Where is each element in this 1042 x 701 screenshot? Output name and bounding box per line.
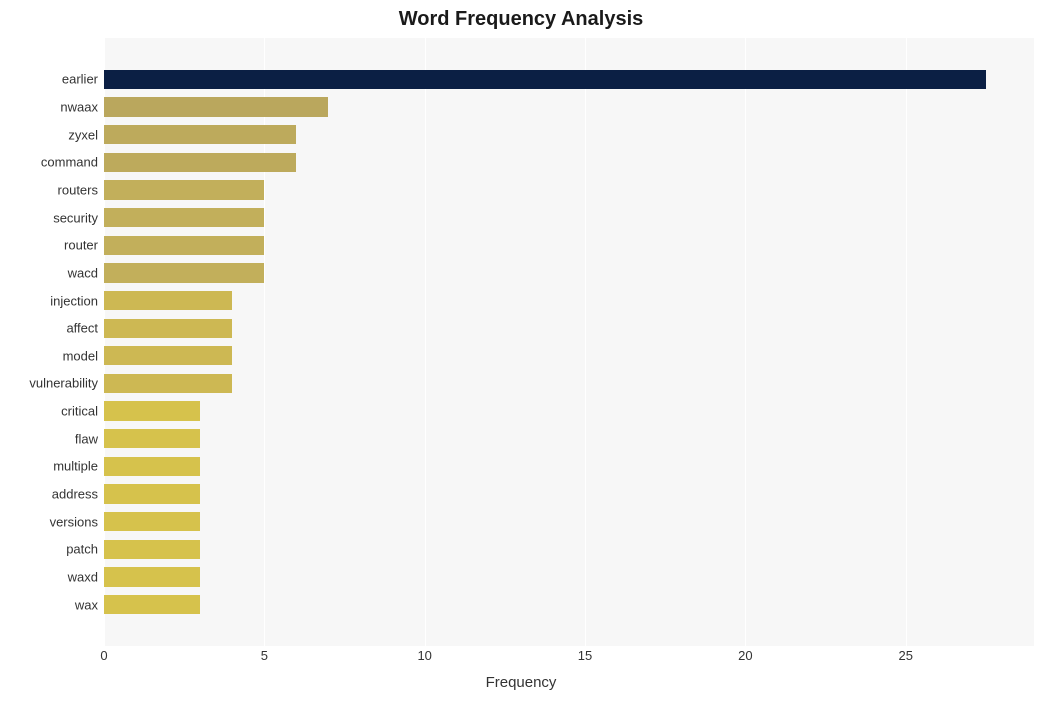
bar [104, 263, 264, 282]
x-tick-label: 0 [100, 648, 107, 663]
bar [104, 319, 232, 338]
gridline [906, 38, 907, 646]
bar [104, 97, 328, 116]
y-tick-label: multiple [53, 459, 98, 474]
bar [104, 457, 200, 476]
bar [104, 153, 296, 172]
y-tick-label: waxd [68, 569, 98, 584]
gridline [585, 38, 586, 646]
bar [104, 512, 200, 531]
bar [104, 291, 232, 310]
x-tick-label: 25 [898, 648, 912, 663]
bar [104, 346, 232, 365]
bar [104, 374, 232, 393]
chart-container: Word Frequency Analysis Frequency 0 5 10 15… [0, 0, 1042, 701]
y-tick-label: critical [61, 404, 98, 419]
y-tick-label: security [53, 210, 98, 225]
x-tick-label: 10 [417, 648, 431, 663]
y-tick-label: routers [58, 183, 98, 198]
y-tick-label: nwaax [60, 100, 98, 115]
bar [104, 208, 264, 227]
y-tick-label: versions [50, 514, 98, 529]
y-tick-label: earlier [62, 72, 98, 87]
bar [104, 567, 200, 586]
y-tick-label: wacd [68, 265, 98, 280]
y-tick-label: model [63, 348, 98, 363]
bar [104, 429, 200, 448]
bar [104, 180, 264, 199]
y-tick-label: router [64, 238, 98, 253]
bar [104, 125, 296, 144]
bar [104, 236, 264, 255]
x-axis-title: Frequency [0, 674, 1042, 691]
gridline [425, 38, 426, 646]
x-tick-label: 5 [261, 648, 268, 663]
bar [104, 540, 200, 559]
plot-area [104, 38, 1034, 646]
y-tick-label: zyxel [68, 127, 98, 142]
chart-title: Word Frequency Analysis [0, 8, 1042, 31]
y-tick-label: affect [66, 321, 98, 336]
bar [104, 401, 200, 420]
bar [104, 484, 200, 503]
y-tick-label: patch [66, 542, 98, 557]
x-tick-label: 20 [738, 648, 752, 663]
y-tick-label: vulnerability [29, 376, 98, 391]
bar [104, 595, 200, 614]
y-tick-label: address [52, 487, 98, 502]
y-tick-label: wax [75, 597, 98, 612]
y-tick-label: command [41, 155, 98, 170]
gridline [745, 38, 746, 646]
y-tick-label: injection [50, 293, 98, 308]
y-tick-label: flaw [75, 431, 98, 446]
x-tick-label: 15 [578, 648, 592, 663]
bar [104, 70, 986, 89]
